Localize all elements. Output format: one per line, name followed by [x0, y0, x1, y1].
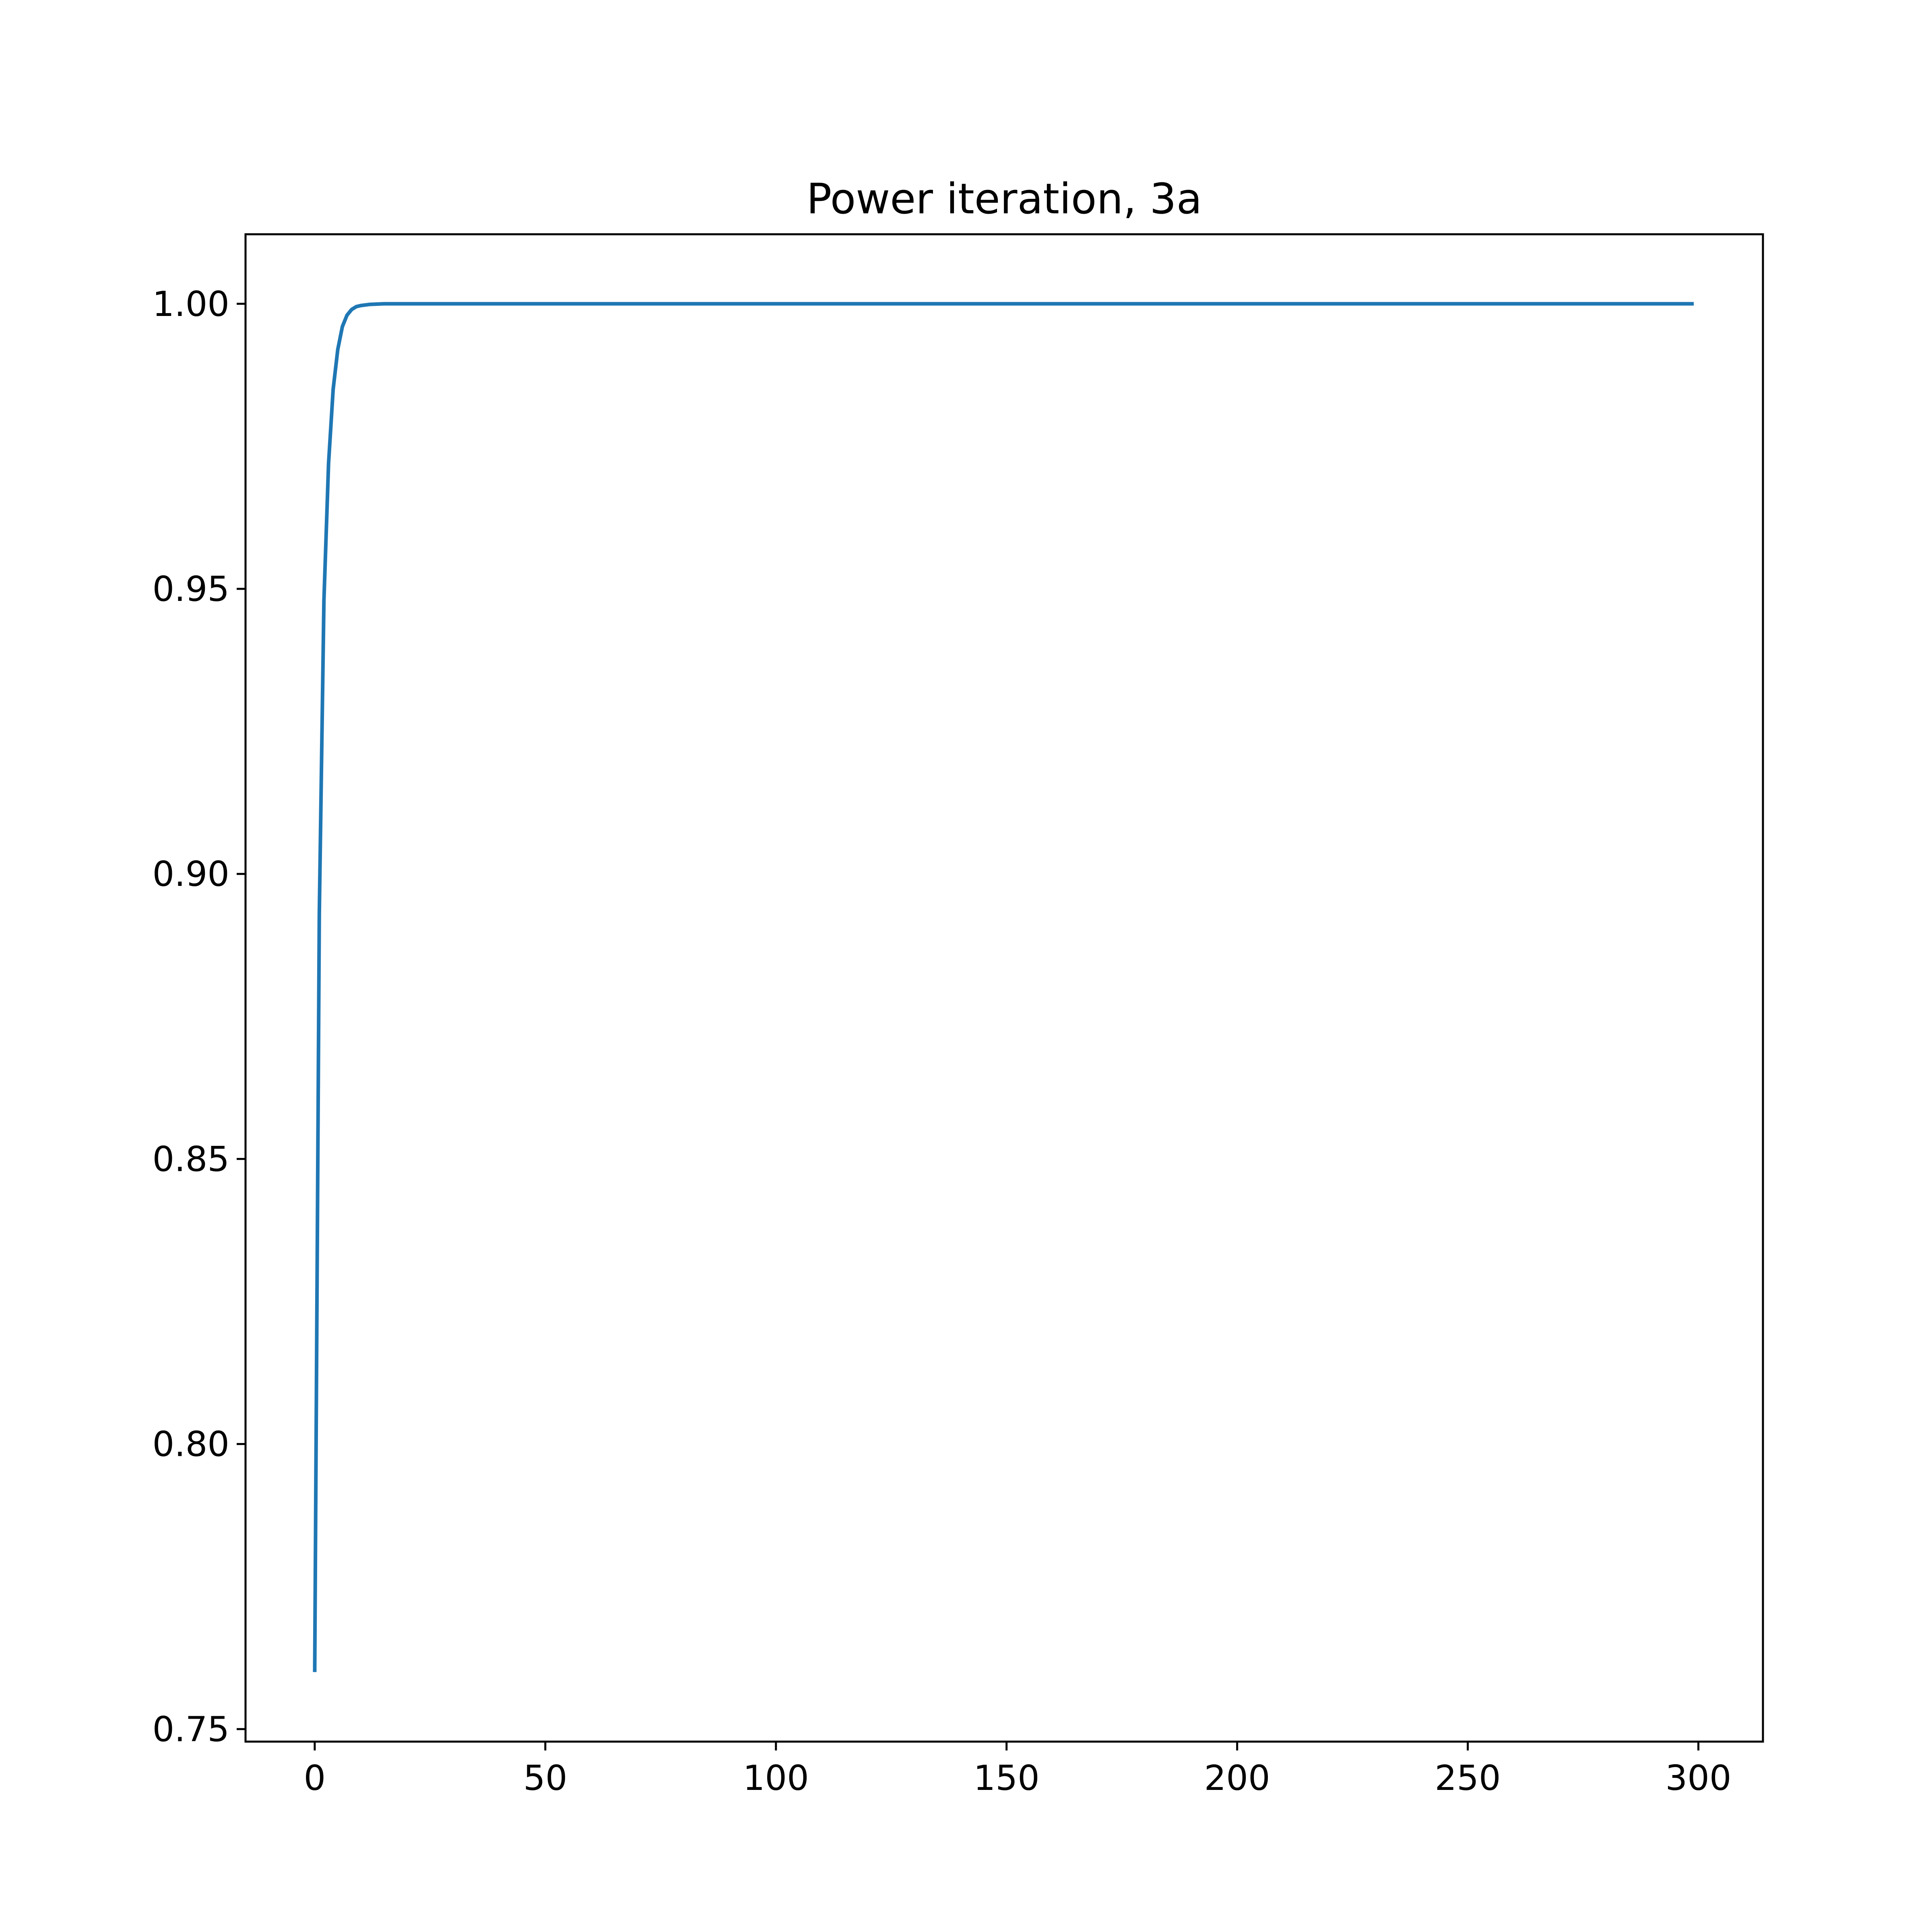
x-tick-label-3: 150 [974, 1758, 1040, 1798]
series-line-0 [313, 302, 1694, 1672]
y-tick-label-5: 1.00 [153, 284, 229, 324]
x-tick-label-5: 250 [1435, 1758, 1501, 1798]
y-tick-label-3: 0.90 [153, 854, 229, 894]
chart-title: Power iteration, 3a [807, 174, 1202, 223]
x-tick-label-4: 200 [1204, 1758, 1270, 1798]
x-tick-label-6: 300 [1665, 1758, 1731, 1798]
axis-ticks: 0 50 100 150 200 250 300 0.75 0.80 0.85 0.90 0.95 1.… [153, 284, 1732, 1798]
x-tick-label-2: 100 [743, 1758, 809, 1798]
y-tick-label-1: 0.80 [153, 1424, 229, 1465]
y-tick-label-4: 0.95 [153, 569, 229, 609]
y-tick-label-2: 0.85 [153, 1139, 229, 1179]
y-tick-label-0: 0.75 [153, 1709, 229, 1750]
x-tick-label-1: 50 [523, 1758, 567, 1798]
x-tick-label-0: 0 [304, 1758, 326, 1798]
axes-frame [244, 233, 1764, 1743]
plot-area [313, 302, 1694, 1672]
